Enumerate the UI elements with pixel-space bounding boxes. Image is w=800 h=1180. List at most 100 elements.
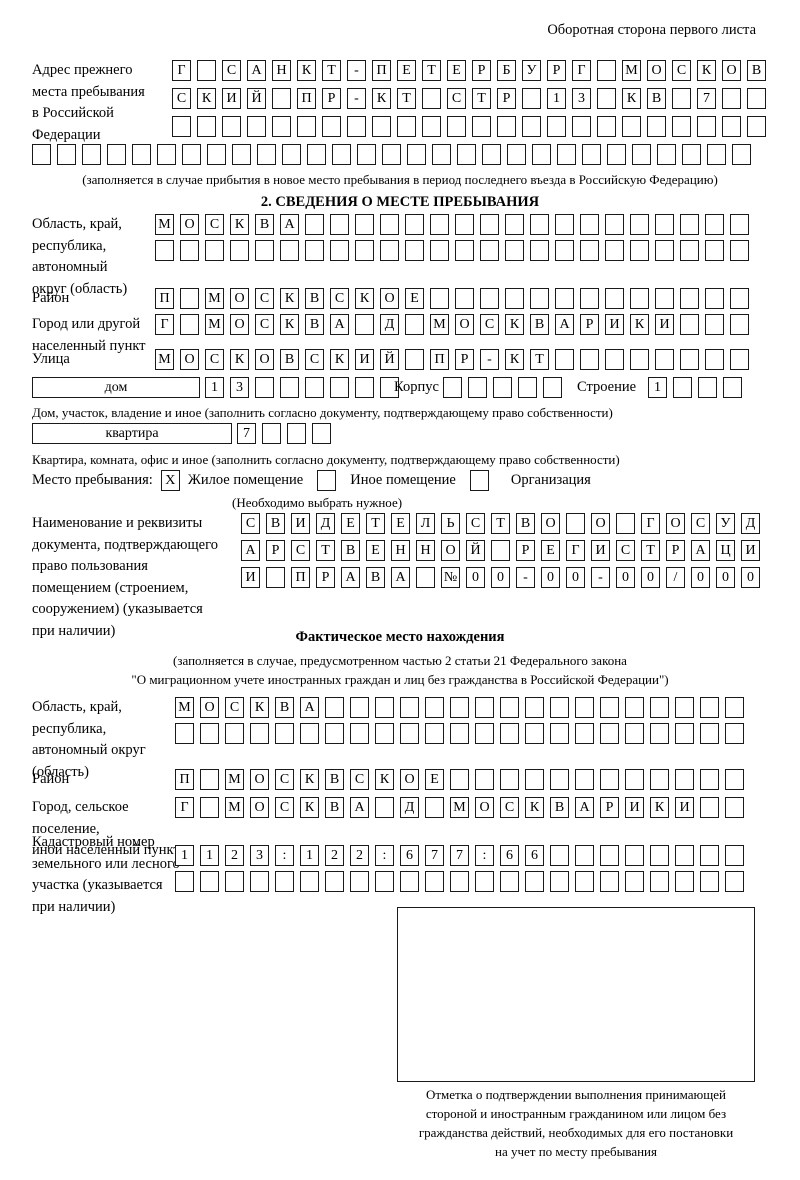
actual-region-cell[interactable] bbox=[375, 697, 394, 718]
section2-street-cell[interactable] bbox=[705, 349, 724, 370]
actual-region-cell[interactable] bbox=[650, 723, 669, 744]
section2-city-cell[interactable]: Г bbox=[155, 314, 174, 335]
section2-region-cell[interactable] bbox=[430, 240, 449, 261]
prev-address-cell[interactable] bbox=[132, 144, 151, 165]
cadastral-cell[interactable] bbox=[550, 845, 569, 866]
document-cell[interactable]: Н bbox=[391, 540, 410, 561]
actual-district-cell[interactable] bbox=[575, 769, 594, 790]
section2-district-cell[interactable] bbox=[530, 288, 549, 309]
actual-region-cell[interactable] bbox=[475, 723, 494, 744]
house-number-cell[interactable] bbox=[280, 377, 299, 398]
prev-address-cell[interactable]: Р bbox=[472, 60, 491, 81]
prev-address-cell[interactable] bbox=[597, 116, 616, 137]
cadastral-cell[interactable] bbox=[600, 871, 619, 892]
cadastral-cell[interactable] bbox=[175, 871, 194, 892]
actual-region-cell[interactable] bbox=[275, 723, 294, 744]
actual-region-cell[interactable] bbox=[600, 723, 619, 744]
korpus-cell[interactable] bbox=[468, 377, 487, 398]
prev-address-cell[interactable] bbox=[272, 116, 291, 137]
prev-address-cell[interactable] bbox=[482, 144, 501, 165]
cadastral-cell[interactable] bbox=[575, 871, 594, 892]
section2-region-cell[interactable]: В bbox=[255, 214, 274, 235]
actual-city-cell[interactable]: В bbox=[325, 797, 344, 818]
prev-address-cell[interactable] bbox=[197, 116, 216, 137]
section2-region-cell[interactable] bbox=[355, 240, 374, 261]
document-cell[interactable] bbox=[616, 513, 635, 534]
section2-region-cell[interactable] bbox=[580, 214, 599, 235]
section2-district-cell[interactable]: С bbox=[330, 288, 349, 309]
actual-district-cell[interactable]: К bbox=[375, 769, 394, 790]
prev-address-cell[interactable]: 3 bbox=[572, 88, 591, 109]
actual-city-cell[interactable] bbox=[700, 797, 719, 818]
actual-region-row-2[interactable] bbox=[175, 723, 744, 744]
cadastral-cell[interactable]: 2 bbox=[225, 845, 244, 866]
section2-city-cell[interactable]: О bbox=[455, 314, 474, 335]
prev-address-cell[interactable] bbox=[582, 144, 601, 165]
document-cell[interactable]: А bbox=[341, 567, 360, 588]
actual-district-cell[interactable] bbox=[625, 769, 644, 790]
cadastral-cell[interactable]: 6 bbox=[525, 845, 544, 866]
prev-address-cell[interactable]: С bbox=[172, 88, 191, 109]
actual-region-cell[interactable] bbox=[200, 723, 219, 744]
section2-city-cell[interactable] bbox=[355, 314, 374, 335]
actual-region-cell[interactable] bbox=[625, 697, 644, 718]
document-cell[interactable]: Д bbox=[741, 513, 760, 534]
flat-number-cell[interactable]: 7 bbox=[237, 423, 256, 444]
actual-region-cell[interactable] bbox=[450, 723, 469, 744]
actual-city-cell[interactable] bbox=[375, 797, 394, 818]
actual-region-cell[interactable] bbox=[350, 697, 369, 718]
prev-address-cell[interactable] bbox=[722, 116, 741, 137]
document-cell[interactable]: О bbox=[666, 513, 685, 534]
cadastral-cell[interactable]: 3 bbox=[250, 845, 269, 866]
section2-region-cell[interactable] bbox=[305, 214, 324, 235]
cadastral-cell[interactable]: 7 bbox=[450, 845, 469, 866]
prev-address-cell[interactable]: К bbox=[297, 60, 316, 81]
actual-city-cell[interactable]: И bbox=[625, 797, 644, 818]
flat-number-row[interactable]: 7 bbox=[237, 423, 331, 444]
cadastral-cell[interactable] bbox=[375, 871, 394, 892]
actual-region-cell[interactable] bbox=[525, 697, 544, 718]
section2-region-cell[interactable] bbox=[330, 240, 349, 261]
section2-region-cell[interactable] bbox=[505, 214, 524, 235]
prev-address-cell[interactable] bbox=[657, 144, 676, 165]
document-cell[interactable] bbox=[566, 513, 585, 534]
section2-region-cell[interactable] bbox=[430, 214, 449, 235]
cadastral-cell[interactable] bbox=[525, 871, 544, 892]
document-cell[interactable]: Е bbox=[391, 513, 410, 534]
actual-region-cell[interactable] bbox=[550, 723, 569, 744]
prev-address-cell[interactable] bbox=[157, 144, 176, 165]
section2-city-cell[interactable]: А bbox=[330, 314, 349, 335]
section2-region-cell[interactable] bbox=[705, 214, 724, 235]
actual-district-cell[interactable] bbox=[600, 769, 619, 790]
actual-city-cell[interactable] bbox=[200, 797, 219, 818]
section2-district-cell[interactable]: В bbox=[305, 288, 324, 309]
section2-region-cell[interactable]: М bbox=[155, 214, 174, 235]
document-cell[interactable]: В bbox=[516, 513, 535, 534]
actual-city-cell[interactable]: С bbox=[275, 797, 294, 818]
prev-address-cell[interactable] bbox=[522, 116, 541, 137]
cadastral-cell[interactable] bbox=[575, 845, 594, 866]
section2-region-cell[interactable] bbox=[705, 240, 724, 261]
cadastral-cell[interactable]: 6 bbox=[500, 845, 519, 866]
section2-region-cell[interactable] bbox=[180, 240, 199, 261]
section2-district-cell[interactable] bbox=[705, 288, 724, 309]
section2-street-cell[interactable]: К bbox=[330, 349, 349, 370]
section2-city-cell[interactable]: М bbox=[430, 314, 449, 335]
section2-city-cell[interactable]: К bbox=[280, 314, 299, 335]
prev-address-cell[interactable]: А bbox=[247, 60, 266, 81]
prev-address-cell[interactable] bbox=[172, 116, 191, 137]
prev-address-cell[interactable] bbox=[222, 116, 241, 137]
cadastral-cell[interactable] bbox=[725, 845, 744, 866]
prev-address-cell[interactable] bbox=[632, 144, 651, 165]
cadastral-cell[interactable]: : bbox=[475, 845, 494, 866]
section2-region-cell[interactable]: О bbox=[180, 214, 199, 235]
section2-region-cell[interactable] bbox=[255, 240, 274, 261]
actual-city-cell[interactable]: В bbox=[550, 797, 569, 818]
cadastral-cell[interactable] bbox=[675, 871, 694, 892]
stay-type-other-checkbox[interactable] bbox=[317, 470, 337, 491]
actual-district-cell[interactable] bbox=[475, 769, 494, 790]
actual-region-cell[interactable] bbox=[675, 697, 694, 718]
prev-address-cell[interactable]: С bbox=[222, 60, 241, 81]
